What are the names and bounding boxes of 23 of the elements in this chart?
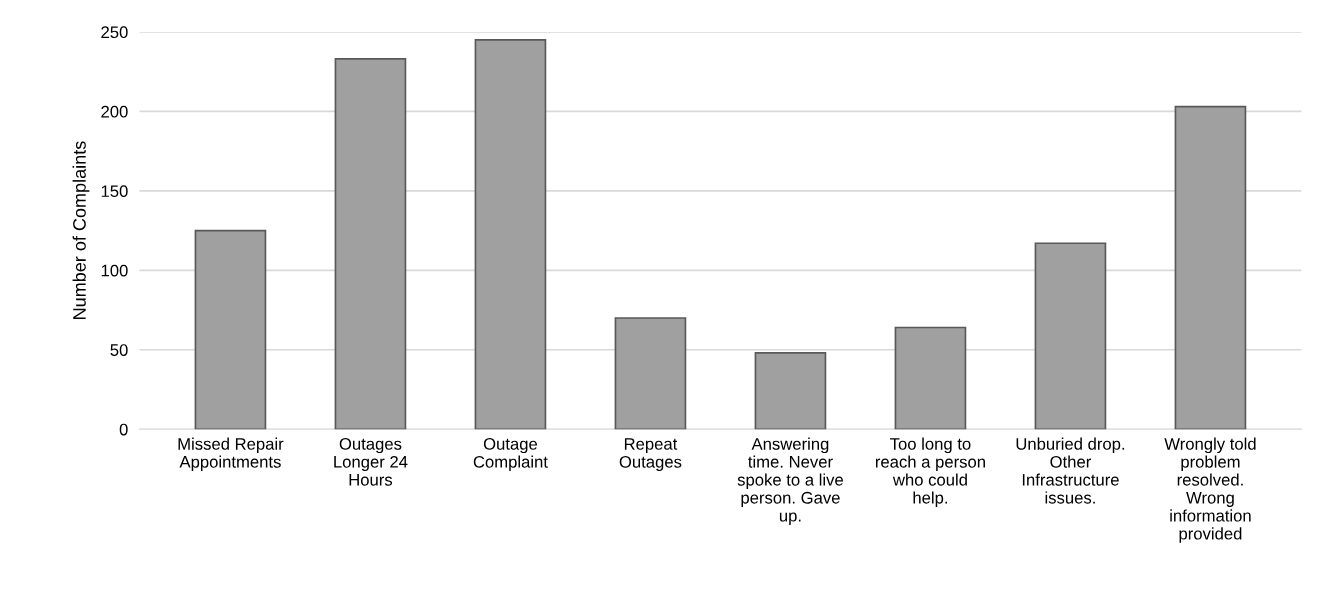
y-tick-label: 150	[101, 185, 128, 198]
x-tick-label: Outage Complaint	[473, 438, 548, 472]
x-tick-label: Missed Repair Appointments	[178, 437, 284, 472]
bar	[894, 326, 967, 430]
y-axis-title: Number of Complaints	[72, 141, 90, 319]
bar	[614, 317, 687, 430]
y-tick-label: 100	[101, 264, 128, 277]
bar	[474, 39, 547, 430]
y-tick-label: 250	[101, 26, 128, 39]
y-tick-label: 0	[119, 423, 128, 436]
x-tick-label: Answering time. Never spoke to a live person. Gave up.	[737, 437, 843, 525]
x-tick-label: Unburied drop. Other Infrastructure issues.	[1016, 437, 1125, 504]
x-tick-label: Outages Longer 24 Hours	[334, 438, 408, 486]
bar	[334, 58, 407, 430]
x-tick-label: Wrongly told problem resolved. Wrong information provided	[1164, 437, 1256, 543]
bar	[1034, 242, 1107, 430]
y-tick-label: 50	[110, 344, 128, 356]
bar	[754, 352, 827, 430]
x-tick-label: Too long to reach a person who could help.	[875, 437, 985, 507]
bar	[194, 229, 267, 430]
y-tick-label: 200	[101, 105, 128, 118]
bar	[1174, 105, 1247, 430]
x-tick-label: Repeat Outages	[619, 438, 682, 472]
